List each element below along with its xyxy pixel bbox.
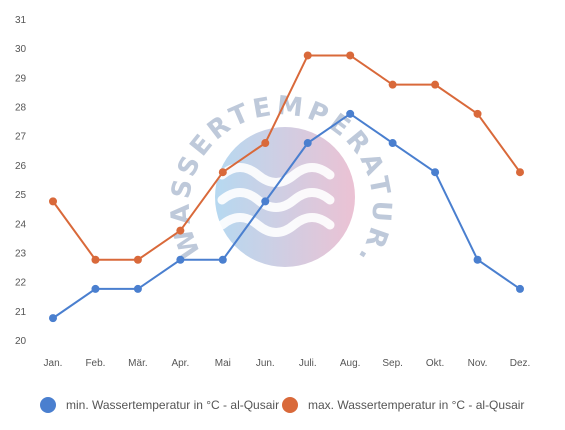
data-point — [303, 139, 312, 148]
data-point — [176, 226, 185, 235]
y-tick-label: 21 — [15, 307, 27, 318]
legend-marker-1[interactable] — [40, 397, 56, 413]
legend: min. Wassertemperatur in °C - al-Qusair m… — [40, 397, 524, 413]
data-point — [91, 255, 100, 264]
watermark-circle — [215, 127, 355, 267]
y-tick-label: 30 — [15, 44, 27, 55]
y-tick-label: 24 — [15, 219, 27, 230]
y-tick-label: 31 — [15, 15, 27, 26]
data-point — [516, 168, 524, 177]
y-tick-label: 29 — [15, 73, 27, 84]
data-point — [49, 197, 57, 206]
x-tick-label: Sep. — [382, 358, 403, 369]
x-tick-label: Feb. — [85, 358, 105, 369]
data-point — [473, 255, 482, 264]
series-group — [49, 51, 524, 323]
watermark-waves — [217, 163, 335, 237]
data-point — [516, 284, 524, 293]
y-axis: 20 21 22 23 24 25 26 27 28 29 30 31 — [15, 15, 27, 347]
y-tick-label: 28 — [15, 103, 27, 114]
legend-label-2[interactable]: max. Wassertemperatur in °C - al-Qusair — [308, 398, 524, 412]
data-point — [473, 109, 482, 118]
data-point — [91, 284, 100, 293]
series-line-1 — [52, 112, 521, 319]
data-point — [388, 139, 397, 148]
y-tick-label: 23 — [15, 248, 27, 259]
y-tick-label: 25 — [15, 190, 27, 201]
x-tick-label: Mär. — [128, 358, 147, 369]
data-point — [133, 255, 142, 264]
x-tick-label: Jun. — [256, 358, 275, 369]
x-tick-label: Jan. — [44, 358, 63, 369]
data-point — [346, 109, 355, 118]
data-point — [218, 168, 227, 177]
legend-marker-2[interactable] — [282, 397, 298, 413]
data-point — [431, 80, 440, 89]
watermark-logo: WASSERTEMPERATUR.ORG — [0, 0, 393, 272]
data-point — [261, 197, 270, 206]
y-tick-label: 20 — [15, 336, 27, 347]
legend-label-1[interactable]: min. Wassertemperatur in °C - al-Qusair — [66, 398, 279, 412]
data-point — [261, 139, 270, 148]
x-axis: Jan. Feb. Mär. Apr. Mai Jun. Juli. Aug. Sep. Okt.… — [44, 358, 531, 369]
y-tick-label: 27 — [15, 132, 27, 143]
data-point — [218, 255, 227, 264]
data-point — [388, 80, 397, 89]
x-tick-label: Mai — [215, 358, 231, 369]
x-tick-label: Nov. — [468, 358, 488, 369]
x-tick-label: Apr. — [171, 358, 189, 369]
data-point — [49, 314, 57, 323]
data-point — [346, 51, 355, 60]
data-point — [431, 168, 440, 177]
x-tick-label: Okt. — [426, 358, 444, 369]
y-tick-label: 26 — [15, 161, 27, 172]
data-point — [133, 284, 142, 293]
x-tick-label: Juli. — [299, 358, 317, 369]
series-line-2 — [52, 54, 521, 261]
x-tick-label: Dez. — [510, 358, 531, 369]
y-tick-label: 22 — [15, 278, 27, 289]
x-tick-label: Aug. — [340, 358, 361, 369]
data-point — [176, 255, 185, 264]
data-point — [303, 51, 312, 60]
